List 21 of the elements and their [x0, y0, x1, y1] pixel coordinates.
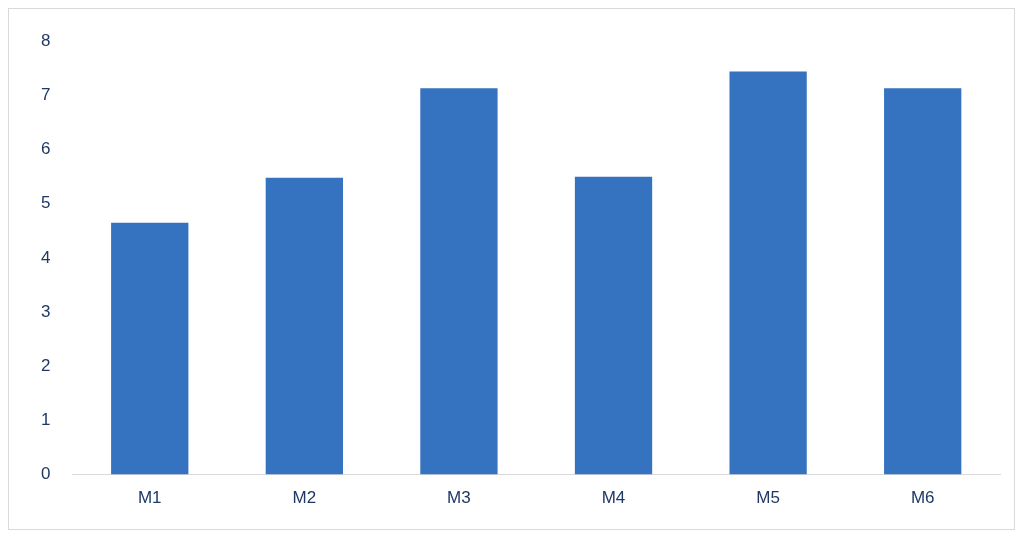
y-tick-label: 0	[40, 464, 51, 484]
x-tick-label: M3	[447, 488, 471, 508]
x-tick-label: M2	[292, 488, 317, 508]
bar	[111, 222, 189, 475]
y-tick-label: 5	[40, 193, 51, 213]
bar	[265, 177, 343, 475]
bar	[729, 71, 807, 475]
x-tick-label: M4	[601, 488, 626, 508]
bar	[420, 88, 498, 475]
y-tick-label: 4	[40, 247, 51, 267]
y-tick-label: 1	[40, 410, 51, 430]
bar	[574, 176, 653, 475]
y-tick-label: 7	[40, 85, 51, 105]
y-tick-label: 8	[40, 30, 51, 50]
x-tick-label: M6	[910, 488, 935, 508]
y-tick-label: 6	[40, 139, 51, 159]
y-tick-label: 3	[40, 301, 51, 321]
x-tick-label: M5	[756, 488, 780, 508]
x-tick-label: M1	[137, 488, 162, 508]
bar	[884, 88, 962, 475]
y-tick-label: 2	[40, 355, 51, 375]
